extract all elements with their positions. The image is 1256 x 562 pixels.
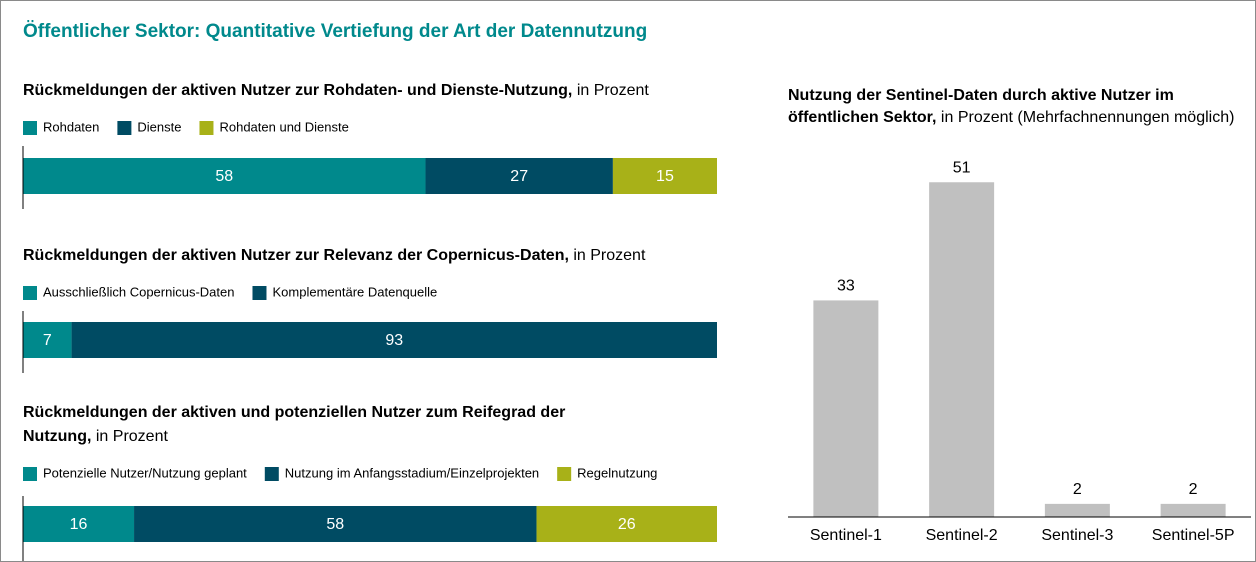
legend-label: Ausschließlich Copernicus-Daten [43, 284, 234, 299]
chart-title: Rückmeldungen der aktiven und potenziell… [23, 401, 633, 449]
bar [813, 300, 879, 517]
page-title: Öffentlicher Sektor: Quantitative Vertie… [23, 21, 648, 42]
data-label: 16 [70, 516, 88, 533]
bar-segment [23, 506, 135, 542]
data-label: 51 [953, 159, 971, 176]
chart-title: Rückmeldungen der aktiven Nutzer zur Roh… [23, 79, 743, 103]
legend-label: Nutzung im Anfangsstadium/Einzelprojekte… [285, 465, 539, 480]
title-bold: Nutzung der Sentinel-Daten durch aktive … [788, 87, 1174, 126]
data-label: 58 [326, 516, 344, 533]
legend-label: Komplementäre Datenquelle [272, 284, 437, 299]
bar-segment [71, 322, 717, 358]
data-label: 33 [837, 278, 855, 295]
legend-label: Rohdaten [43, 119, 99, 134]
bar [929, 182, 995, 517]
title-bold: Rückmeldungen der aktiven und potenziell… [23, 404, 566, 445]
title-suffix: in Prozent (Mehrfachnennungen möglich) [940, 109, 1235, 126]
legend-label: Potenzielle Nutzer/Nutzung geplant [43, 465, 247, 480]
bar-segment [134, 506, 537, 542]
title-suffix: in Prozent [576, 82, 649, 99]
title-bold: Rückmeldungen der aktiven Nutzer zur Rel… [23, 247, 569, 264]
x-tick-label: Sentinel-5P [1152, 527, 1235, 544]
bar-segment [612, 158, 717, 194]
data-label: 27 [510, 168, 528, 185]
data-label: 7 [43, 332, 52, 349]
legend-label: Regelnutzung [577, 465, 657, 480]
bar-segment [536, 506, 717, 542]
legend-label: Dienste [137, 119, 181, 134]
legend-swatch [264, 467, 279, 481]
data-label: 58 [215, 168, 233, 185]
title-suffix: in Prozent [95, 428, 168, 445]
legend-swatch [199, 121, 214, 135]
data-label: 15 [656, 168, 674, 185]
data-label: 93 [385, 332, 403, 349]
chart-title: Rückmeldungen der aktiven Nutzer zur Rel… [23, 244, 743, 268]
legend-swatch [23, 121, 37, 135]
bar-segment [425, 158, 613, 194]
legend-swatch [117, 121, 132, 135]
bar [1160, 503, 1226, 517]
bar [1044, 503, 1110, 517]
data-label: 2 [1189, 481, 1198, 498]
data-label: 2 [1073, 481, 1082, 498]
title-suffix: in Prozent [573, 247, 646, 264]
legend-swatch [23, 467, 37, 481]
bar-segment [23, 322, 72, 358]
data-label: 26 [618, 516, 636, 533]
legend-label: Rohdaten und Dienste [219, 119, 348, 134]
x-tick-label: Sentinel-1 [810, 527, 882, 544]
x-tick-label: Sentinel-2 [926, 527, 998, 544]
x-tick-label: Sentinel-3 [1041, 527, 1113, 544]
legend-swatch [252, 286, 267, 300]
chart-title: Nutzung der Sentinel-Daten durch aktive … [788, 85, 1238, 129]
title-bold: Rückmeldungen der aktiven Nutzer zur Roh… [23, 82, 573, 99]
legend-swatch [23, 286, 37, 300]
legend-swatch [557, 467, 572, 481]
bar-segment [23, 158, 426, 194]
